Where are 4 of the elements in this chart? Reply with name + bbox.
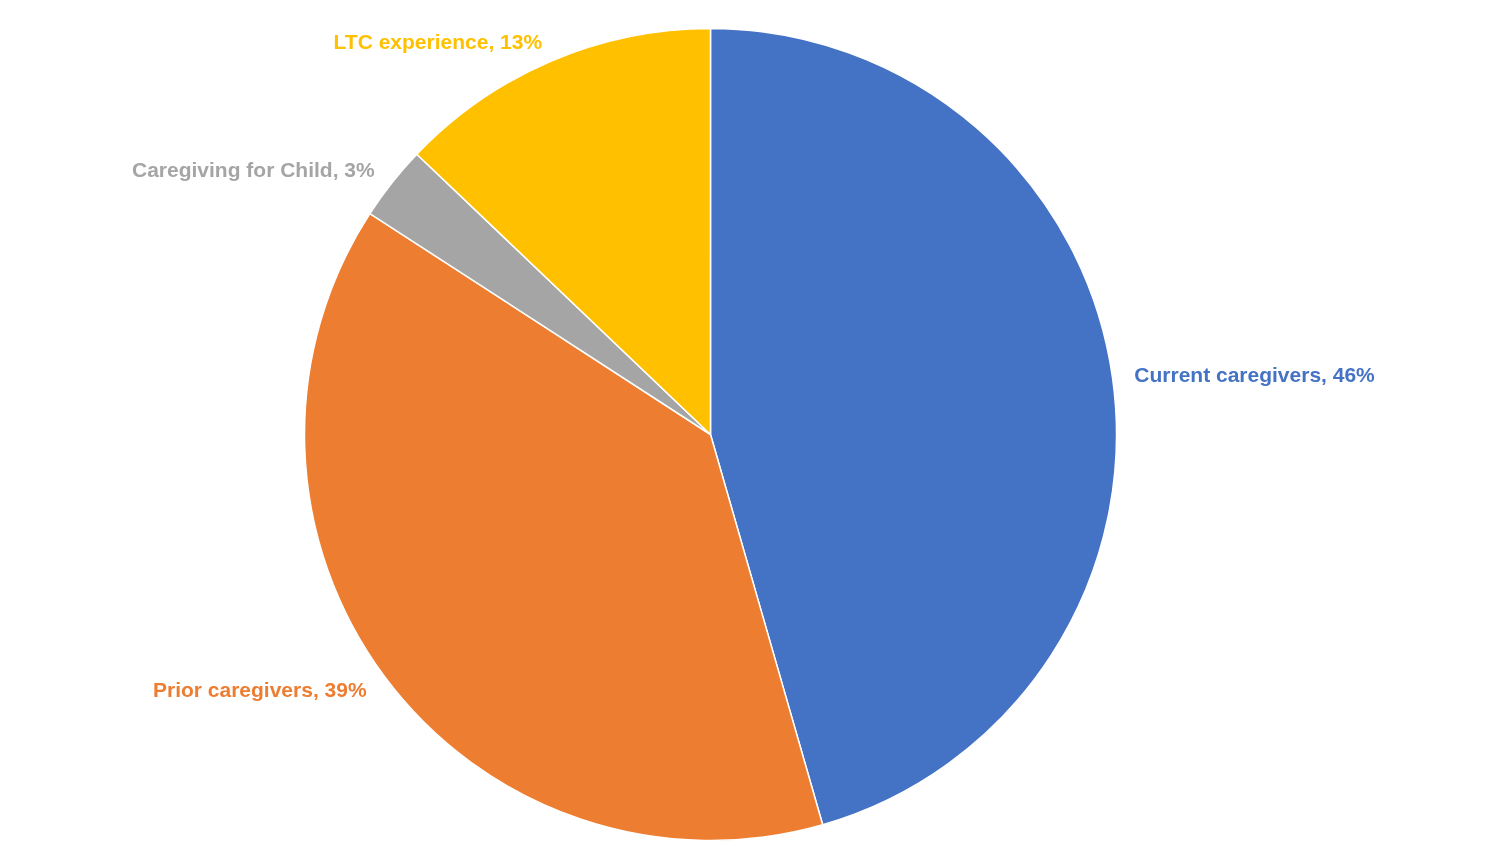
slice-label: LTC experience, 13% — [333, 29, 543, 53]
slice-label: Prior caregivers, 39% — [152, 677, 367, 701]
slice-label: Current caregivers, 46% — [1134, 363, 1376, 387]
slice-label: Caregiving for Child, 3% — [131, 157, 376, 181]
